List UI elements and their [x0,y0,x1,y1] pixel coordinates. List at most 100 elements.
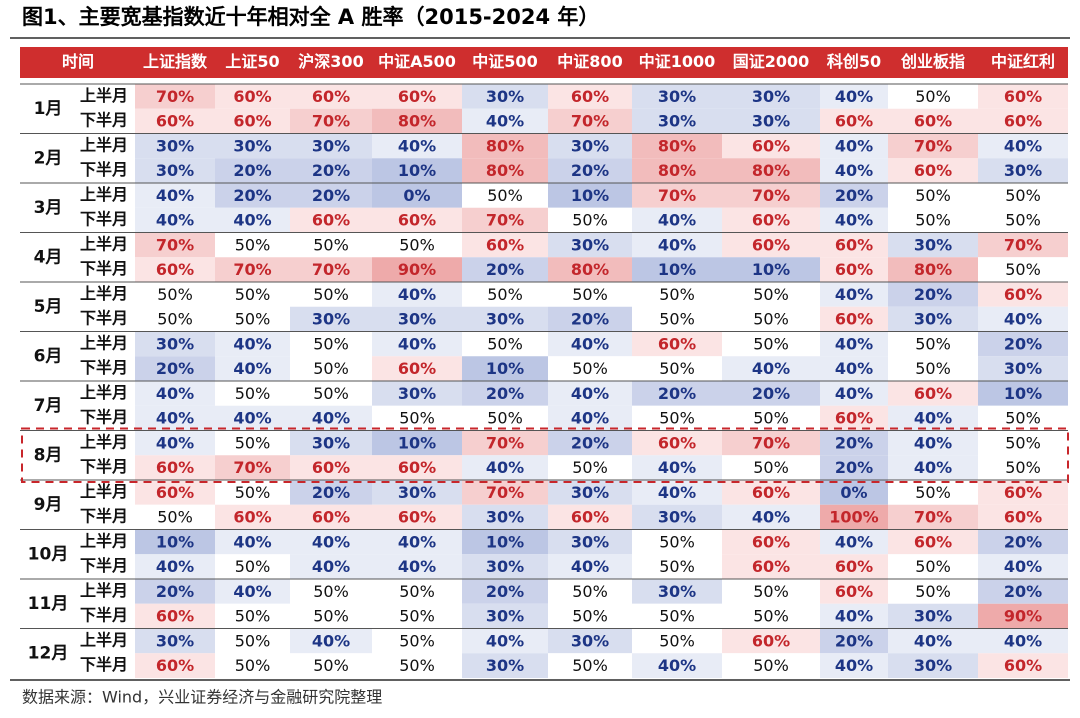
cell: 0% [403,186,430,205]
cell-bg [632,306,722,332]
cell-bg [722,331,820,357]
cell-bg [215,207,290,233]
cell-bg [462,183,548,208]
half-label: 下半月 [80,358,128,377]
cell-bg [888,381,978,406]
cell-bg [372,554,462,579]
cell-bg [215,158,290,183]
cell-bg [722,554,820,579]
cell-bg [632,84,722,109]
half-label: 下半月 [80,309,128,328]
cell: 40% [914,631,952,650]
cell: 30% [914,235,952,254]
cell: 40% [312,631,350,650]
half-label: 上半月 [80,234,128,253]
cell-bg [372,603,462,629]
cell: 50% [313,235,349,254]
cell: 70% [486,483,524,502]
cell-bg [632,405,722,431]
cell: 10% [486,532,524,551]
cell: 60% [233,508,271,527]
cell-bg [978,603,1068,629]
cell-bg [215,579,290,604]
cell-bg [978,183,1068,208]
cell: 70% [752,433,790,452]
cell-bg [632,356,722,381]
cell: 50% [659,532,695,551]
cell: 80% [486,161,524,180]
cell: 50% [399,631,435,650]
cell: 40% [156,186,194,205]
month-label: 4月 [34,247,63,267]
cell-bg [888,282,978,307]
cell-bg [462,207,548,233]
half-label: 上半月 [80,383,128,402]
cell: 40% [398,285,436,304]
cell-bg [372,653,462,678]
cell: 40% [156,557,194,576]
cell: 60% [835,235,873,254]
cell-bg [135,282,215,307]
title: 图1、主要宽基指数近十年相对全 A 胜率（2015-2024 年） [22,5,599,29]
cell-bg [722,529,820,555]
cell: 50% [915,186,951,205]
cell-bg [548,183,632,208]
cell-bg [548,306,632,332]
header-cell: 中证1000 [639,52,716,71]
cell: 60% [398,87,436,106]
cell: 60% [752,483,790,502]
cell-bg [632,183,722,208]
cell-bg [820,529,888,555]
cell-bg [372,628,462,654]
cell-bg [888,84,978,109]
month-label: 3月 [34,198,63,218]
cell: 50% [915,87,951,106]
cell: 60% [398,508,436,527]
cell-bg [722,405,820,431]
cell-bg [462,257,548,282]
cell-bg [372,183,462,208]
cell: 50% [235,557,271,576]
cell-bg [372,84,462,109]
cell-bg [290,628,372,654]
cell: 60% [752,631,790,650]
cell: 40% [398,557,436,576]
cell-bg [548,84,632,109]
cell: 50% [572,285,608,304]
cell-bg [632,603,722,629]
cell: 20% [233,161,271,180]
header-cell: 上证50 [225,52,279,71]
cell-bg [372,257,462,282]
cell-bg [888,108,978,134]
cell-bg [722,603,820,629]
cell: 20% [571,310,609,329]
cell-bg [632,455,722,480]
cell-bg [978,84,1068,109]
cell-bg [978,381,1068,406]
cell-bg [135,183,215,208]
cell-bg [820,133,888,159]
cell-bg [820,430,888,456]
cell-bg [372,356,462,381]
header-cell: 沪深300 [298,52,363,71]
cell-bg [372,133,462,159]
cell: 40% [835,359,873,378]
cell-bg [290,257,372,282]
cell-bg [722,257,820,282]
cell-bg [820,282,888,307]
cell: 60% [398,211,436,230]
cell: 50% [572,359,608,378]
cell: 60% [752,532,790,551]
cell-bg [135,232,215,258]
cell-bg [632,529,722,555]
cell: 30% [1004,161,1042,180]
half-label: 下半月 [80,210,128,229]
cell-bg [135,84,215,109]
cell-bg [290,207,372,233]
cell: 40% [658,656,696,675]
cell-bg [978,158,1068,183]
cell: 40% [398,136,436,155]
cell: 70% [233,260,271,279]
cell-bg [215,381,290,406]
cell-bg [820,232,888,258]
